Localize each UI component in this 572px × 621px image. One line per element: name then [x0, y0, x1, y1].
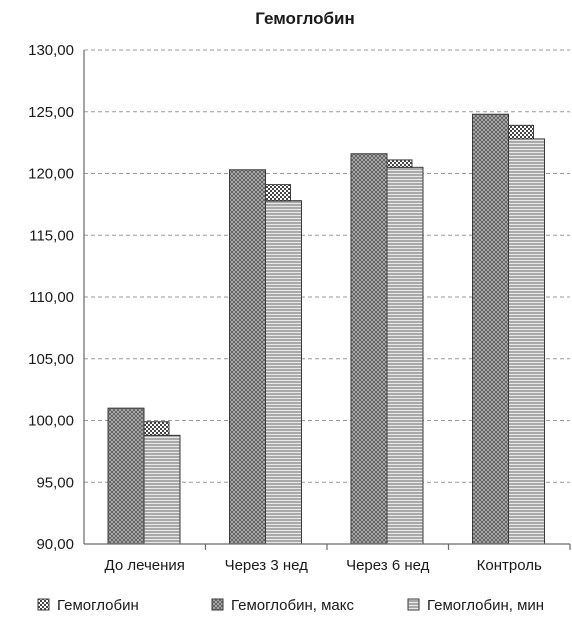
- legend-swatch: [407, 598, 420, 611]
- x-tick-label: До лечения: [105, 557, 185, 574]
- y-tick-label: 125,00: [28, 104, 74, 121]
- bar-max: [107, 407, 145, 545]
- y-tick-label: 95,00: [36, 474, 74, 491]
- bar-max: [229, 169, 266, 545]
- bar-max: [472, 113, 509, 545]
- bar-hemoglobin: [508, 124, 534, 140]
- y-tick-label: 105,00: [28, 351, 74, 368]
- bar-max: [350, 153, 388, 545]
- bar-min: [386, 166, 424, 545]
- bar-hemoglobin: [386, 159, 413, 168]
- legend-swatch: [37, 598, 50, 611]
- x-axis-ticks: До лечения Через 3 нед Через 6 нед Контроль: [105, 544, 571, 574]
- y-tick-label: 115,00: [29, 227, 74, 244]
- y-tick-label: 110,00: [29, 289, 74, 306]
- y-tick-label: 120,00: [28, 166, 74, 183]
- x-tick-label: Контроль: [477, 557, 542, 574]
- y-tick-label: 130,00: [28, 42, 74, 59]
- bar-hemoglobin: [265, 184, 291, 202]
- legend-label: Гемоглобин: [57, 597, 139, 614]
- bar-hemoglobin: [143, 421, 170, 436]
- legend-label: Гемоглобин, макс: [231, 597, 354, 614]
- y-tick-label: 100,00: [28, 413, 74, 430]
- y-tick-label: 90,00: [36, 536, 74, 553]
- chart-title: Гемоглобин: [255, 9, 355, 28]
- bar-min: [508, 138, 545, 545]
- bar-min: [265, 200, 302, 545]
- legend-label: Гемоглобин, мин: [427, 597, 544, 614]
- x-tick-label: Через 3 нед: [225, 557, 309, 574]
- legend: Гемоглобин Гемоглобин, макс Гемоглобин, ми…: [37, 597, 544, 614]
- legend-swatch: [211, 598, 224, 611]
- y-axis-ticks: 90,00 95,00 100,00 105,00 110,00 115,00 120,00…: [28, 42, 74, 553]
- bars: [107, 113, 545, 545]
- x-tick-label: Через 6 нед: [346, 557, 430, 574]
- bar-min: [143, 434, 181, 545]
